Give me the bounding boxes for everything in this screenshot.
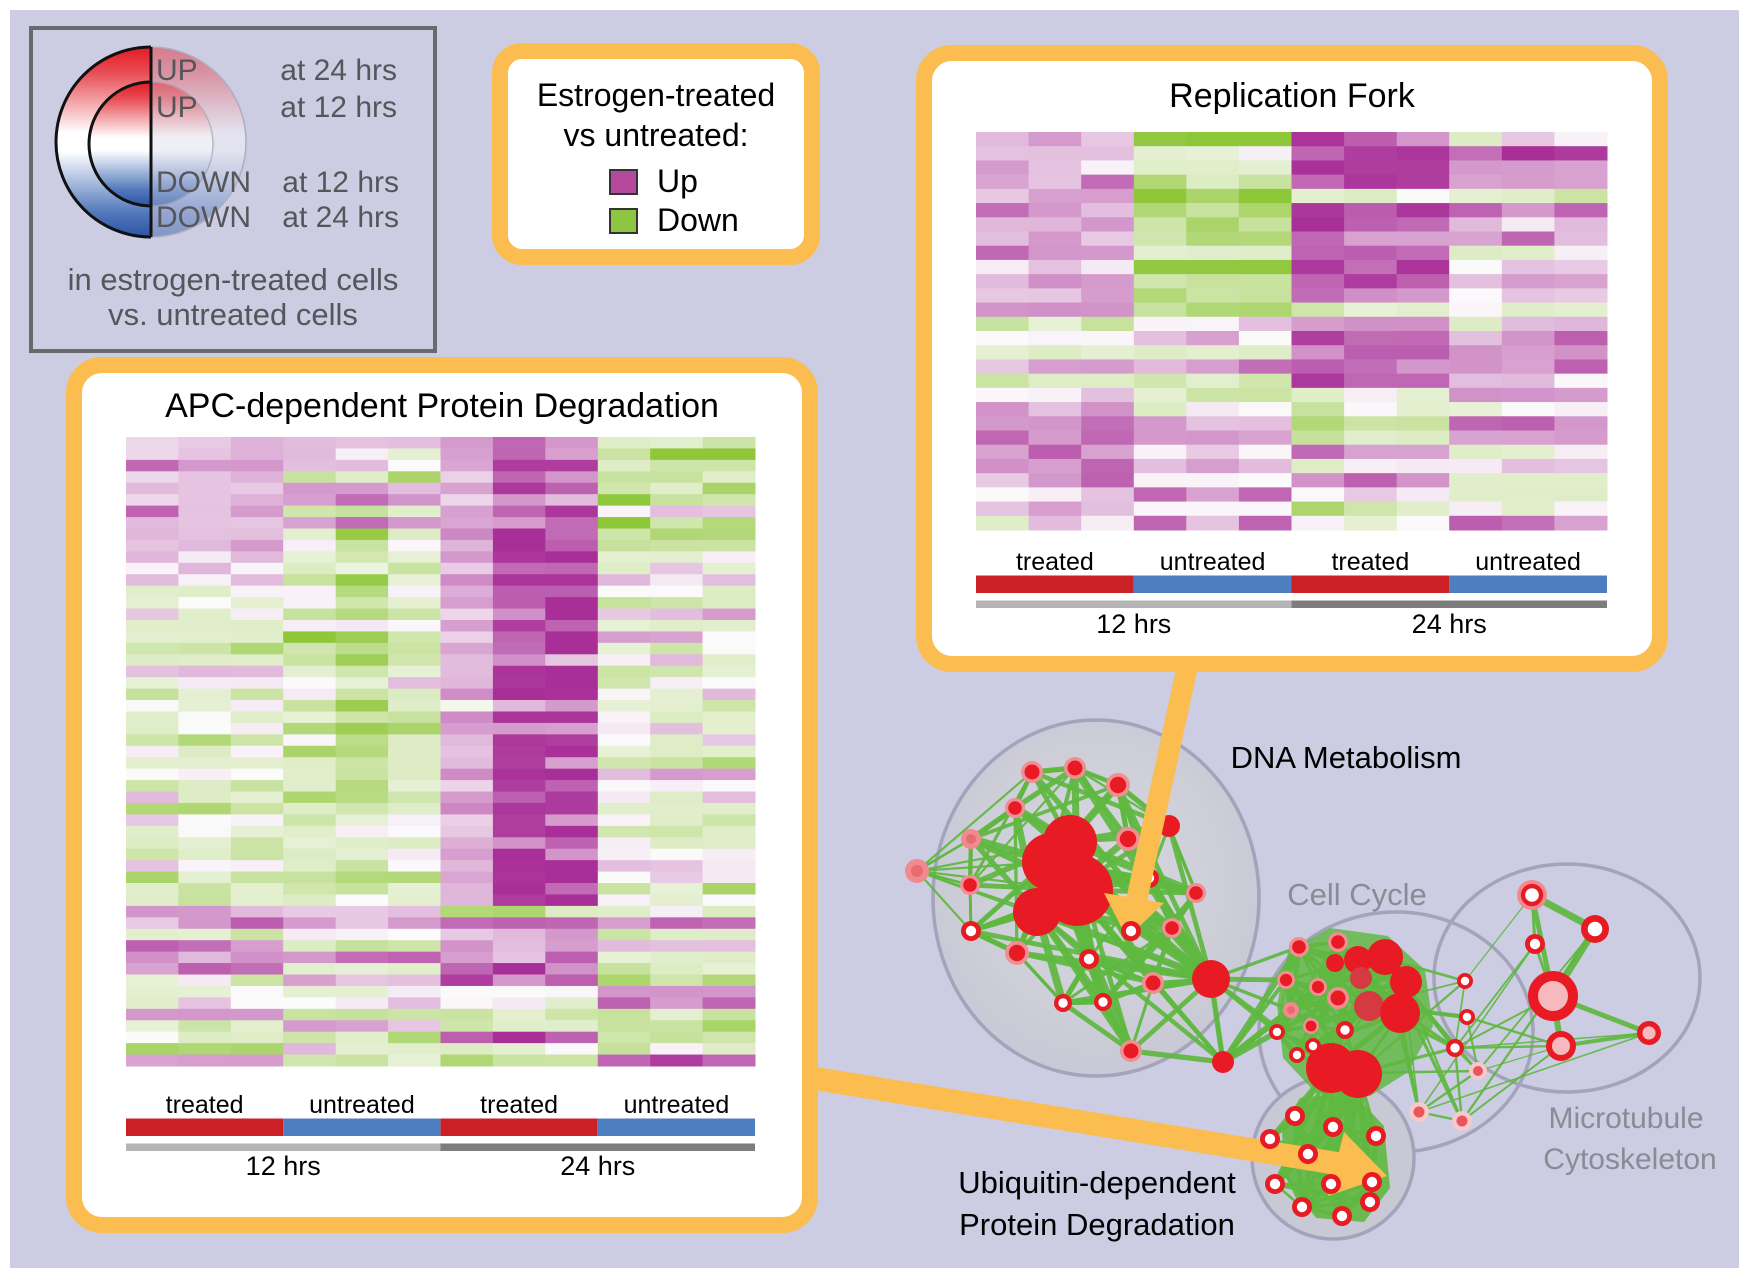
svg-text:treated: treated	[1016, 548, 1094, 576]
svg-text:treated: treated	[480, 1091, 558, 1119]
svg-text:treated: treated	[1331, 548, 1409, 576]
svg-text:at 24 hrs: at 24 hrs	[280, 54, 397, 87]
svg-text:Cytoskeleton: Cytoskeleton	[1543, 1143, 1716, 1176]
svg-text:Cell Cycle: Cell Cycle	[1287, 877, 1427, 912]
svg-text:at 24 hrs: at 24 hrs	[282, 201, 399, 234]
svg-text:untreated: untreated	[1475, 548, 1581, 576]
svg-text:at 12 hrs: at 12 hrs	[280, 91, 397, 124]
svg-text:UP: UP	[156, 91, 198, 124]
svg-text:Protein Degradation: Protein Degradation	[959, 1207, 1235, 1242]
svg-text:Microtubule: Microtubule	[1548, 1102, 1703, 1135]
svg-text:Estrogen-treated: Estrogen-treated	[537, 77, 775, 113]
svg-text:treated: treated	[166, 1091, 244, 1119]
svg-text:untreated: untreated	[309, 1091, 415, 1119]
svg-text:Replication Fork: Replication Fork	[1169, 77, 1416, 115]
svg-text:APC-dependent Protein Degradat: APC-dependent Protein Degradation	[165, 387, 719, 425]
svg-text:24 hrs: 24 hrs	[560, 1151, 635, 1181]
svg-text:UP: UP	[156, 54, 198, 87]
svg-text:vs untreated:: vs untreated:	[564, 117, 749, 153]
svg-text:in estrogen-treated cells: in estrogen-treated cells	[68, 262, 399, 297]
svg-text:24 hrs: 24 hrs	[1412, 609, 1487, 639]
svg-text:12 hrs: 12 hrs	[1096, 609, 1171, 639]
svg-text:vs. untreated cells: vs. untreated cells	[108, 297, 358, 332]
svg-text:at 12 hrs: at 12 hrs	[282, 166, 399, 199]
svg-text:DOWN: DOWN	[156, 201, 251, 234]
svg-text:Ubiquitin-dependent: Ubiquitin-dependent	[958, 1165, 1236, 1200]
svg-text:untreated: untreated	[624, 1091, 730, 1119]
svg-text:Up: Up	[657, 163, 698, 199]
svg-text:12 hrs: 12 hrs	[246, 1151, 321, 1181]
svg-text:Down: Down	[657, 202, 739, 238]
svg-text:untreated: untreated	[1160, 548, 1266, 576]
svg-text:DNA Metabolism: DNA Metabolism	[1231, 740, 1462, 775]
svg-text:DOWN: DOWN	[156, 166, 251, 199]
